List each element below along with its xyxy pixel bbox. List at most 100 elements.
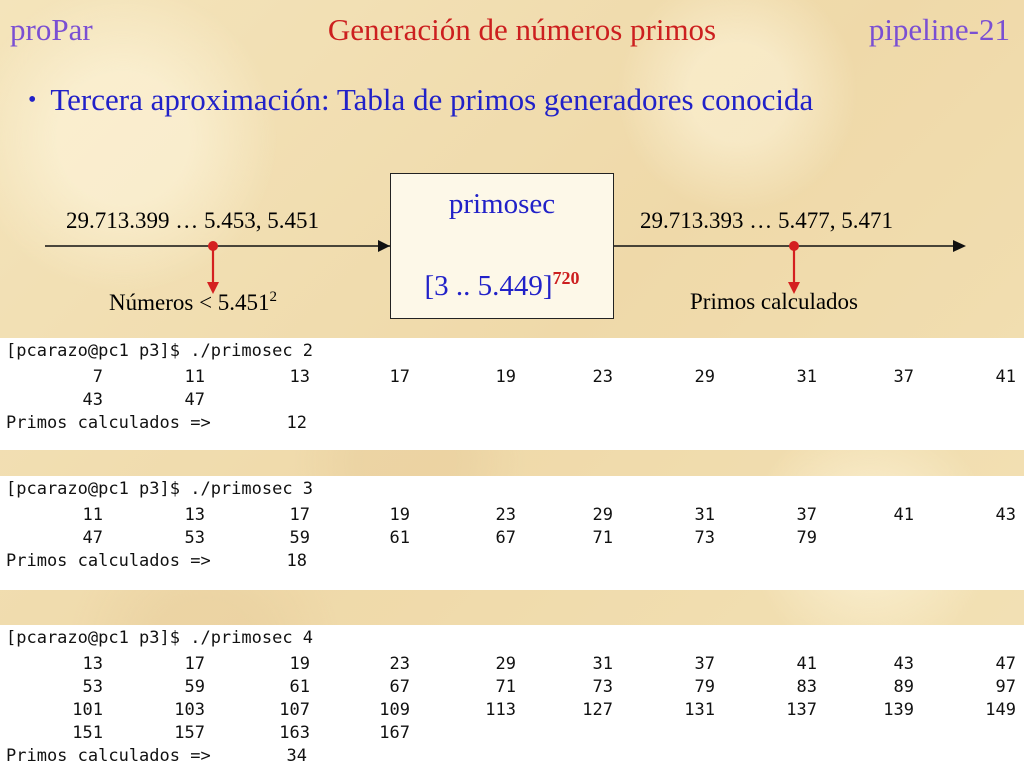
- prime-value: 19: [289, 654, 310, 674]
- prime-value: 47: [82, 528, 103, 548]
- prime-value: 151: [72, 723, 103, 743]
- prime-value: 149: [985, 700, 1016, 720]
- prime-value: 71: [592, 528, 613, 548]
- prime-value: 71: [495, 677, 516, 697]
- prime-value: 97: [995, 677, 1016, 697]
- prime-value: 83: [796, 677, 817, 697]
- summary-count: 34: [286, 746, 307, 766]
- process-name: primosec: [448, 188, 556, 220]
- prime-value: 61: [289, 677, 310, 697]
- prime-value: 61: [389, 528, 410, 548]
- prime-value: 73: [694, 528, 715, 548]
- prime-value: 41: [893, 505, 914, 525]
- terminal-summary: Primos calculados => 18: [0, 550, 1024, 572]
- summary-count: 12: [286, 413, 307, 433]
- output-caption: Primos calculados: [690, 289, 858, 314]
- prime-value: 59: [289, 528, 310, 548]
- terminal-number-row: 43 47: [0, 389, 1024, 411]
- prime-value: 167: [379, 723, 410, 743]
- prime-value: 37: [893, 367, 914, 387]
- prime-value: 43: [995, 505, 1016, 525]
- prime-value: 157: [174, 723, 205, 743]
- terminal-number-row: 47 53 59 61 67 71 73 79: [0, 527, 1024, 549]
- prime-value: 89: [893, 677, 914, 697]
- prime-value: 73: [592, 677, 613, 697]
- output-marker: [788, 241, 800, 294]
- terminal-command: [pcarazo@pc1 p3]$ ./primosec 3: [6, 479, 314, 499]
- prime-value: 41: [796, 654, 817, 674]
- input-caption-exponent: 2: [269, 289, 278, 305]
- prime-value: 13: [184, 505, 205, 525]
- prime-value: 17: [184, 654, 205, 674]
- bullet-dot-icon: •: [28, 87, 37, 113]
- prime-value: 43: [82, 390, 103, 410]
- output-stream-label: 29.713.393 … 5.477, 5.471: [640, 208, 893, 233]
- terminal-output-3: [pcarazo@pc1 p3]$ ./primosec 4 13 17 19 23 29…: [0, 625, 1024, 768]
- summary-label: Primos calculados =>: [6, 413, 211, 433]
- prime-value: 31: [796, 367, 817, 387]
- prime-value: 17: [289, 505, 310, 525]
- prime-value: 163: [279, 723, 310, 743]
- input-stream-label: 29.713.399 … 5.453, 5.451: [66, 208, 319, 233]
- prime-value: 31: [592, 654, 613, 674]
- prime-value: 19: [389, 505, 410, 525]
- prime-value: 53: [82, 677, 103, 697]
- terminal-command: [pcarazo@pc1 p3]$ ./primosec 4: [6, 628, 314, 648]
- prime-value: 67: [389, 677, 410, 697]
- prime-value: 43: [893, 654, 914, 674]
- process-range: [3 .. 5.449]720: [391, 268, 613, 303]
- slide-title: Generación de números primos: [327, 12, 717, 47]
- prime-value: 53: [184, 528, 205, 548]
- prime-value: 37: [694, 654, 715, 674]
- slide-number-label: pipeline-21: [868, 12, 1010, 47]
- prime-value: 23: [495, 505, 516, 525]
- summary-count: 18: [286, 551, 307, 571]
- prime-value: 109: [379, 700, 410, 720]
- terminal-command: [pcarazo@pc1 p3]$ ./primosec 2: [6, 341, 314, 361]
- prime-value: 11: [82, 505, 103, 525]
- bullet-point: • Tercera aproximación: Tabla de primos g…: [28, 82, 813, 118]
- summary-label: Primos calculados =>: [6, 551, 211, 571]
- prime-value: 31: [694, 505, 715, 525]
- process-range-text: [3 .. 5.449]: [424, 270, 553, 302]
- summary-label: Primos calculados =>: [6, 746, 211, 766]
- pipeline-diagram: [45, 240, 966, 294]
- prime-value: 47: [184, 390, 205, 410]
- input-caption: Números < 5.4512: [109, 289, 277, 316]
- prime-value: 7: [92, 367, 103, 387]
- prime-value: 29: [495, 654, 516, 674]
- prime-value: 79: [796, 528, 817, 548]
- terminal-summary: Primos calculados => 12: [0, 412, 1024, 434]
- output-arrowhead-icon: [953, 240, 966, 252]
- prime-value: 19: [495, 367, 516, 387]
- terminal-number-row: 13 17 19 23 29 31 37 41 43 47: [0, 653, 1024, 675]
- process-range-exponent: 720: [552, 268, 580, 288]
- terminal-number-row: 53 59 61 67 71 73 79 83 89 97: [0, 676, 1024, 698]
- terminal-summary: Primos calculados => 34: [0, 745, 1024, 767]
- prime-value: 11: [184, 367, 205, 387]
- prime-value: 13: [289, 367, 310, 387]
- prime-value: 79: [694, 677, 715, 697]
- prime-value: 107: [279, 700, 310, 720]
- prime-value: 131: [684, 700, 715, 720]
- prime-value: 59: [184, 677, 205, 697]
- prime-value: 139: [883, 700, 914, 720]
- prime-value: 103: [174, 700, 205, 720]
- terminal-number-row: 11 13 17 19 23 29 31 37 41 43: [0, 504, 1024, 526]
- prime-value: 127: [582, 700, 613, 720]
- prime-value: 67: [495, 528, 516, 548]
- prime-value: 113: [485, 700, 516, 720]
- prime-value: 47: [995, 654, 1016, 674]
- prime-value: 23: [389, 654, 410, 674]
- prime-value: 37: [796, 505, 817, 525]
- input-marker: [207, 241, 219, 294]
- prime-value: 29: [694, 367, 715, 387]
- terminal-number-row: 7 11 13 17 19 23 29 31 37 41: [0, 366, 1024, 388]
- process-box: primosec [3 .. 5.449]720: [390, 173, 614, 319]
- terminal-output-2: [pcarazo@pc1 p3]$ ./primosec 3 11 13 17 19 23…: [0, 476, 1024, 590]
- terminal-number-row: 151 157 163 167: [0, 722, 1024, 744]
- bullet-text: Tercera aproximación: Tabla de primos ge…: [50, 82, 814, 117]
- terminal-output-1: [pcarazo@pc1 p3]$ ./primosec 2 7 11 13 17 19 2…: [0, 338, 1024, 450]
- terminal-number-row: 101 103 107 109 113 127 131 137 139 149: [0, 699, 1024, 721]
- input-caption-text: Números < 5.451: [109, 290, 270, 315]
